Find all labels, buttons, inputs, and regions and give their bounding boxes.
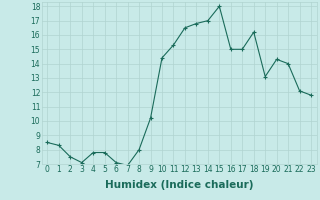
X-axis label: Humidex (Indice chaleur): Humidex (Indice chaleur) <box>105 180 253 190</box>
